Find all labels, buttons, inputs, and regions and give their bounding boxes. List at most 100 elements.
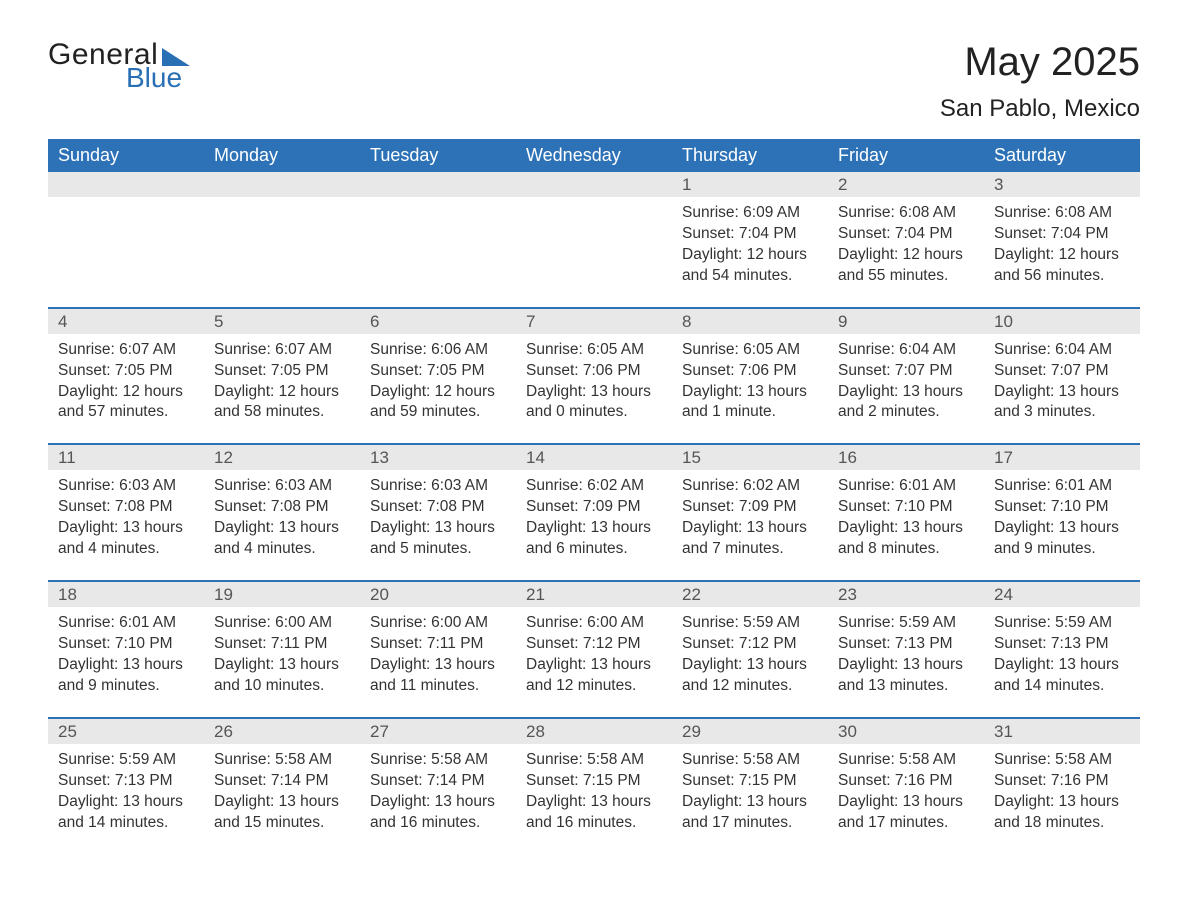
day-header-cell: Wednesday xyxy=(516,139,672,172)
day-cell: Sunrise: 6:00 AMSunset: 7:11 PMDaylight:… xyxy=(360,607,516,717)
sunrise-line: Sunrise: 5:59 AM xyxy=(994,613,1130,634)
date-number: 11 xyxy=(48,445,204,470)
sunrise-line: Sunrise: 5:58 AM xyxy=(526,750,662,771)
sunset-line: Sunset: 7:09 PM xyxy=(682,497,818,518)
triangle-icon xyxy=(162,48,190,66)
location-label: San Pablo, Mexico xyxy=(940,95,1140,123)
sunset-line: Sunset: 7:06 PM xyxy=(682,361,818,382)
sunset-line: Sunset: 7:11 PM xyxy=(214,634,350,655)
details-row: Sunrise: 6:09 AMSunset: 7:04 PMDaylight:… xyxy=(48,197,1140,307)
day-header-cell: Saturday xyxy=(984,139,1140,172)
date-number: 15 xyxy=(672,445,828,470)
day-cell xyxy=(516,197,672,307)
daylight-line: Daylight: 13 hours and 18 minutes. xyxy=(994,792,1130,834)
sunset-line: Sunset: 7:13 PM xyxy=(838,634,974,655)
sunrise-line: Sunrise: 6:05 AM xyxy=(682,340,818,361)
day-cell: Sunrise: 5:58 AMSunset: 7:16 PMDaylight:… xyxy=(984,744,1140,854)
date-number: 23 xyxy=(828,582,984,607)
date-number: 8 xyxy=(672,309,828,334)
day-cell: Sunrise: 6:02 AMSunset: 7:09 PMDaylight:… xyxy=(516,470,672,580)
date-number xyxy=(516,172,672,197)
daylight-line: Daylight: 13 hours and 14 minutes. xyxy=(58,792,194,834)
week: 18192021222324Sunrise: 6:01 AMSunset: 7:… xyxy=(48,580,1140,717)
sunset-line: Sunset: 7:07 PM xyxy=(994,361,1130,382)
date-bar: 25262728293031 xyxy=(48,719,1140,744)
day-header-cell: Friday xyxy=(828,139,984,172)
date-number: 10 xyxy=(984,309,1140,334)
day-cell: Sunrise: 6:00 AMSunset: 7:11 PMDaylight:… xyxy=(204,607,360,717)
sunset-line: Sunset: 7:08 PM xyxy=(214,497,350,518)
day-cell: Sunrise: 6:07 AMSunset: 7:05 PMDaylight:… xyxy=(48,334,204,444)
details-row: Sunrise: 5:59 AMSunset: 7:13 PMDaylight:… xyxy=(48,744,1140,854)
sunset-line: Sunset: 7:06 PM xyxy=(526,361,662,382)
date-bar: 45678910 xyxy=(48,309,1140,334)
date-number: 3 xyxy=(984,172,1140,197)
sunrise-line: Sunrise: 6:07 AM xyxy=(214,340,350,361)
sunrise-line: Sunrise: 6:08 AM xyxy=(994,203,1130,224)
day-cell: Sunrise: 5:59 AMSunset: 7:13 PMDaylight:… xyxy=(828,607,984,717)
daylight-line: Daylight: 13 hours and 4 minutes. xyxy=(214,518,350,560)
sunrise-line: Sunrise: 6:07 AM xyxy=(58,340,194,361)
day-cell xyxy=(204,197,360,307)
date-number: 25 xyxy=(48,719,204,744)
daylight-line: Daylight: 13 hours and 16 minutes. xyxy=(370,792,506,834)
sunrise-line: Sunrise: 6:08 AM xyxy=(838,203,974,224)
day-header-cell: Sunday xyxy=(48,139,204,172)
date-number: 7 xyxy=(516,309,672,334)
day-cell: Sunrise: 6:01 AMSunset: 7:10 PMDaylight:… xyxy=(984,470,1140,580)
sunrise-line: Sunrise: 6:00 AM xyxy=(370,613,506,634)
daylight-line: Daylight: 12 hours and 55 minutes. xyxy=(838,245,974,287)
day-cell: Sunrise: 5:59 AMSunset: 7:13 PMDaylight:… xyxy=(984,607,1140,717)
sunrise-line: Sunrise: 6:02 AM xyxy=(526,476,662,497)
date-number: 20 xyxy=(360,582,516,607)
day-cell: Sunrise: 6:08 AMSunset: 7:04 PMDaylight:… xyxy=(984,197,1140,307)
sunset-line: Sunset: 7:16 PM xyxy=(994,771,1130,792)
date-number xyxy=(48,172,204,197)
date-number: 13 xyxy=(360,445,516,470)
title-block: May 2025 San Pablo, Mexico xyxy=(940,40,1140,123)
day-cell: Sunrise: 6:04 AMSunset: 7:07 PMDaylight:… xyxy=(984,334,1140,444)
day-cell: Sunrise: 6:05 AMSunset: 7:06 PMDaylight:… xyxy=(672,334,828,444)
date-number: 24 xyxy=(984,582,1140,607)
sunset-line: Sunset: 7:12 PM xyxy=(526,634,662,655)
logo-text-blue: Blue xyxy=(126,64,190,92)
sunset-line: Sunset: 7:05 PM xyxy=(370,361,506,382)
sunrise-line: Sunrise: 6:01 AM xyxy=(838,476,974,497)
day-cell: Sunrise: 6:03 AMSunset: 7:08 PMDaylight:… xyxy=(360,470,516,580)
sunset-line: Sunset: 7:05 PM xyxy=(58,361,194,382)
details-row: Sunrise: 6:03 AMSunset: 7:08 PMDaylight:… xyxy=(48,470,1140,580)
sunset-line: Sunset: 7:10 PM xyxy=(994,497,1130,518)
date-number: 2 xyxy=(828,172,984,197)
day-cell: Sunrise: 6:09 AMSunset: 7:04 PMDaylight:… xyxy=(672,197,828,307)
week: 11121314151617Sunrise: 6:03 AMSunset: 7:… xyxy=(48,443,1140,580)
day-cell: Sunrise: 6:03 AMSunset: 7:08 PMDaylight:… xyxy=(48,470,204,580)
day-cell: Sunrise: 5:58 AMSunset: 7:16 PMDaylight:… xyxy=(828,744,984,854)
daylight-line: Daylight: 13 hours and 5 minutes. xyxy=(370,518,506,560)
page-title: May 2025 xyxy=(940,40,1140,85)
day-header-cell: Tuesday xyxy=(360,139,516,172)
day-cell xyxy=(360,197,516,307)
sunset-line: Sunset: 7:14 PM xyxy=(370,771,506,792)
date-number: 5 xyxy=(204,309,360,334)
date-number: 6 xyxy=(360,309,516,334)
day-cell xyxy=(48,197,204,307)
date-number: 17 xyxy=(984,445,1140,470)
sunrise-line: Sunrise: 6:04 AM xyxy=(994,340,1130,361)
daylight-line: Daylight: 13 hours and 8 minutes. xyxy=(838,518,974,560)
sunrise-line: Sunrise: 5:58 AM xyxy=(838,750,974,771)
date-number: 21 xyxy=(516,582,672,607)
day-cell: Sunrise: 6:03 AMSunset: 7:08 PMDaylight:… xyxy=(204,470,360,580)
daylight-line: Daylight: 13 hours and 12 minutes. xyxy=(682,655,818,697)
weeks-container: 123Sunrise: 6:09 AMSunset: 7:04 PMDaylig… xyxy=(48,172,1140,853)
daylight-line: Daylight: 13 hours and 7 minutes. xyxy=(682,518,818,560)
date-number: 28 xyxy=(516,719,672,744)
date-bar: 123 xyxy=(48,172,1140,197)
date-number: 1 xyxy=(672,172,828,197)
day-cell: Sunrise: 6:08 AMSunset: 7:04 PMDaylight:… xyxy=(828,197,984,307)
day-cell: Sunrise: 6:01 AMSunset: 7:10 PMDaylight:… xyxy=(828,470,984,580)
day-header-cell: Thursday xyxy=(672,139,828,172)
daylight-line: Daylight: 12 hours and 59 minutes. xyxy=(370,382,506,424)
logo: General Blue xyxy=(48,40,190,92)
sunset-line: Sunset: 7:10 PM xyxy=(838,497,974,518)
day-cell: Sunrise: 6:04 AMSunset: 7:07 PMDaylight:… xyxy=(828,334,984,444)
